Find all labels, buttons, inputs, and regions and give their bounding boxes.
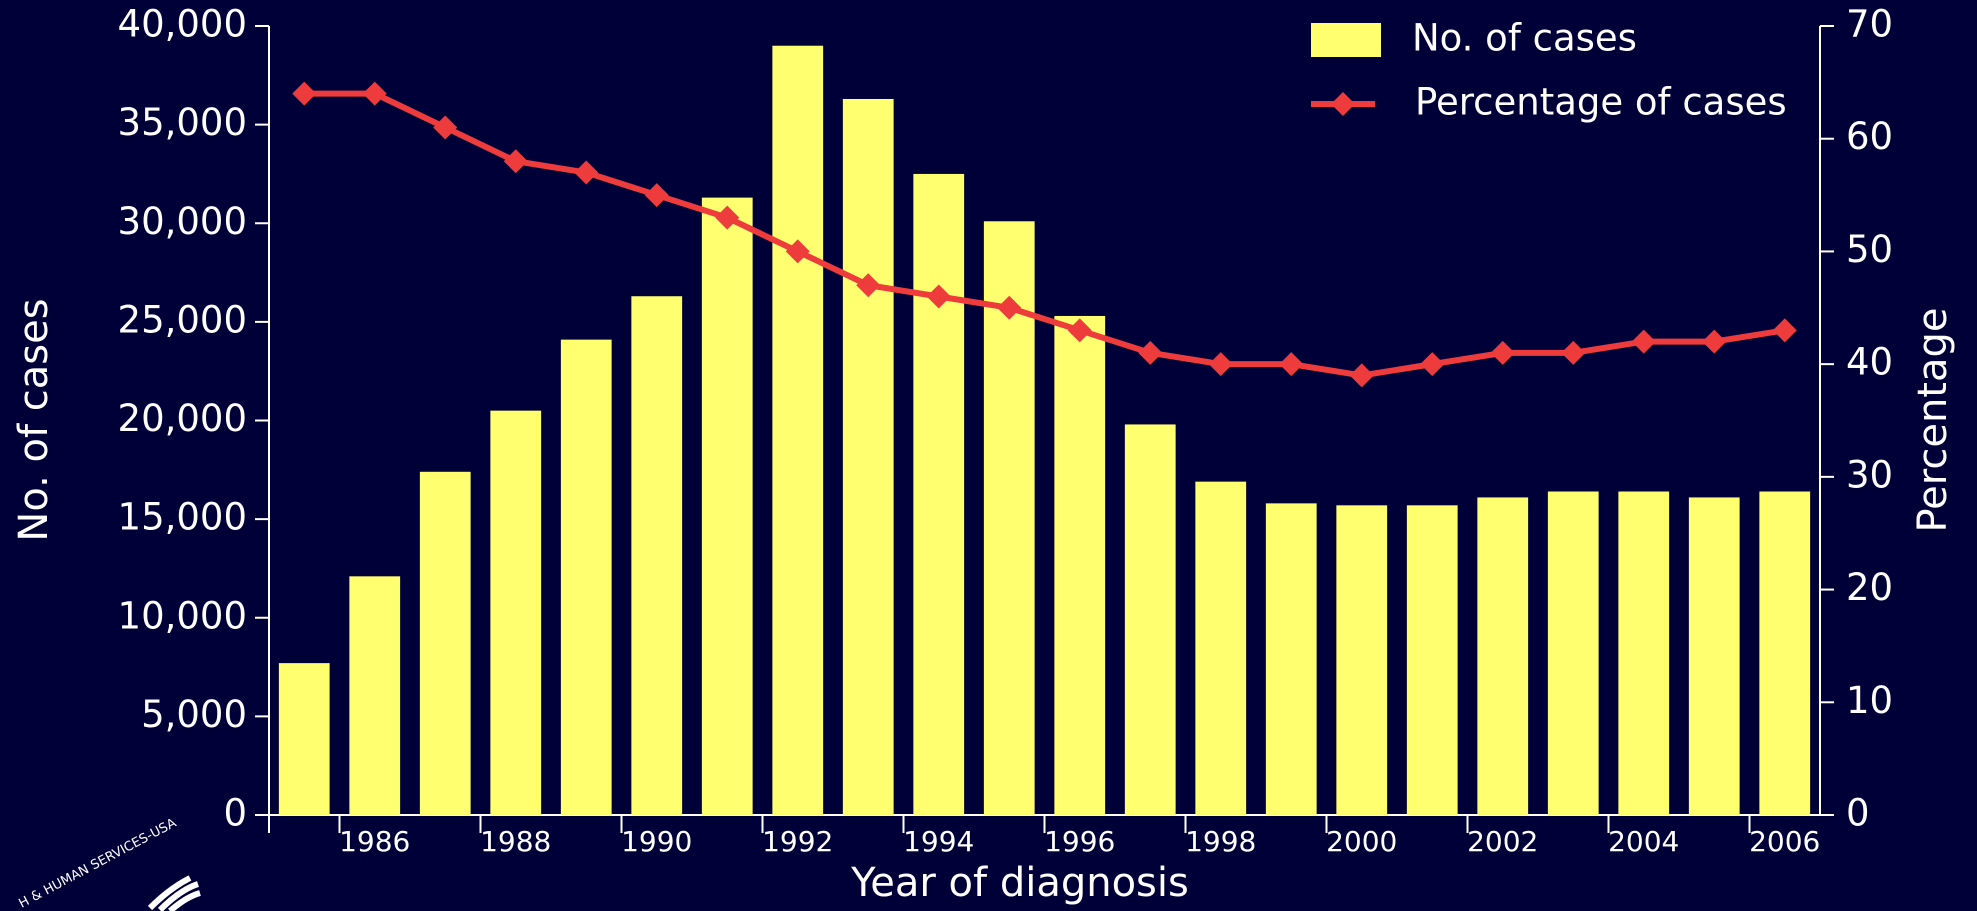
x-tick-label: 1990: [621, 825, 692, 858]
y-tick-label: 5,000: [141, 693, 247, 736]
y-tick-label: 15,000: [118, 496, 247, 539]
y2-tick-label: 30: [1846, 453, 1893, 496]
y2-tick-label: 70: [1846, 3, 1893, 46]
y-axis-title: No. of cases: [11, 298, 57, 541]
y-tick-label: 25,000: [118, 298, 247, 341]
y-tick-label: 20,000: [118, 397, 247, 440]
bar: [1547, 491, 1599, 815]
marker: [574, 160, 599, 185]
bar: [1265, 503, 1317, 815]
marker: [1208, 352, 1233, 377]
y2-tick-label: 60: [1846, 115, 1893, 158]
bar: [1406, 505, 1458, 815]
y-tick-label: 30,000: [118, 200, 247, 243]
bar: [631, 296, 683, 815]
y2-tick-label: 50: [1846, 228, 1893, 271]
bar: [349, 576, 401, 815]
marker: [1561, 340, 1586, 365]
bar: [1336, 505, 1388, 815]
y2-tick-label: 40: [1846, 341, 1893, 384]
y2-tick-label: 10: [1846, 679, 1893, 722]
bar: [1195, 481, 1247, 815]
bar: [560, 339, 612, 815]
marker: [292, 81, 317, 106]
legend-swatch: [1311, 23, 1381, 57]
x-axis-title: Year of diagnosis: [850, 860, 1189, 906]
y2-tick-label: 20: [1846, 566, 1893, 609]
marker: [1631, 329, 1656, 354]
bar: [1124, 424, 1176, 815]
marker: [1067, 318, 1092, 343]
bar: [490, 410, 542, 815]
marker: [1702, 329, 1727, 354]
marker: [1420, 352, 1445, 377]
bar: [1618, 491, 1670, 815]
x-tick-label: 1988: [480, 825, 551, 858]
marker: [1349, 363, 1374, 388]
x-tick-label: 1996: [1044, 825, 1115, 858]
x-tick-label: 2006: [1749, 825, 1820, 858]
marker: [1279, 352, 1304, 377]
marker: [1772, 318, 1797, 343]
x-tick-label: 2002: [1467, 825, 1538, 858]
bar: [1477, 497, 1529, 815]
x-tick-label: 2000: [1326, 825, 1397, 858]
bar: [983, 221, 1035, 816]
bar: [419, 471, 471, 815]
x-tick-label: 1986: [339, 825, 410, 858]
y-tick-label: 35,000: [118, 101, 247, 144]
marker: [644, 183, 669, 208]
logo-mark: [147, 875, 201, 911]
y-tick-label: 0: [223, 792, 247, 835]
x-tick-label: 1998: [1185, 825, 1256, 858]
legend-label: Percentage of cases: [1415, 81, 1787, 124]
marker: [503, 149, 528, 174]
bar: [1759, 491, 1811, 815]
bar: [701, 197, 753, 816]
legend-marker: [1331, 92, 1355, 116]
x-tick-label: 1994: [903, 825, 974, 858]
bar: [278, 663, 330, 815]
line: [304, 90, 1786, 379]
marker: [785, 239, 810, 264]
marker: [715, 205, 740, 230]
bar: [1688, 497, 1740, 815]
y2-axis-title: Percentage: [1910, 307, 1956, 532]
marker: [1138, 340, 1163, 365]
marker: [1490, 340, 1515, 365]
bar: [842, 98, 894, 816]
logo-text: H & HUMAN SERVICES-USA: [16, 816, 179, 911]
bar: [913, 173, 965, 815]
y-tick-label: 40,000: [118, 3, 247, 46]
marker: [362, 81, 387, 106]
marker: [997, 295, 1022, 320]
bar: [1054, 315, 1106, 815]
legend-label: No. of cases: [1412, 17, 1637, 60]
bar: [772, 45, 824, 816]
y2-tick-label: 0: [1846, 792, 1870, 835]
marker: [926, 284, 951, 309]
x-tick-label: 1992: [762, 825, 833, 858]
x-tick-label: 2004: [1608, 825, 1679, 858]
marker: [433, 115, 458, 140]
y-tick-label: 10,000: [118, 594, 247, 637]
marker: [856, 273, 881, 298]
